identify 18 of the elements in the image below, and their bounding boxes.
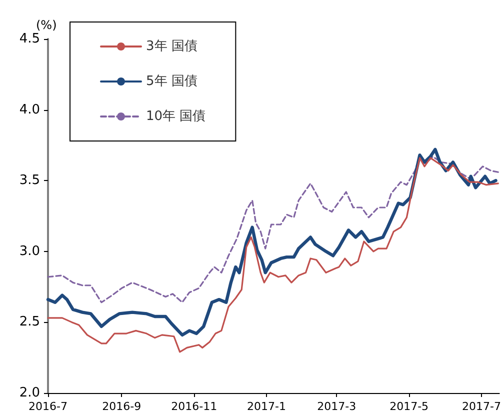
x-tick-label: 2016-11 (171, 400, 218, 413)
legend-label: 5年 国債 (146, 74, 198, 89)
y-tick-label: 3.5 (19, 173, 40, 188)
line-series (47, 156, 499, 304)
legend-label: 3年 国債 (146, 39, 198, 54)
legend-label: 10年 国債 (146, 109, 206, 124)
y-tick-label: 3.0 (19, 244, 40, 259)
x-tick-label: 2017-5 (390, 400, 429, 413)
y-axis-title: (%) (36, 18, 57, 32)
x-tick-label: 2017-3 (317, 400, 356, 413)
y-tick-label: 2.0 (19, 386, 40, 400)
y-tick-label: 4.5 (19, 32, 40, 46)
x-tick-label: 2016-7 (28, 400, 68, 413)
y-tick-label: 2.5 (19, 314, 40, 330)
x-tick-label: 2016-9 (102, 400, 142, 413)
x-tick-label: 2017-7 (462, 400, 502, 413)
x-tick-label: 2017-1 (247, 400, 286, 413)
y-tick-label: 4.0 (19, 102, 40, 118)
